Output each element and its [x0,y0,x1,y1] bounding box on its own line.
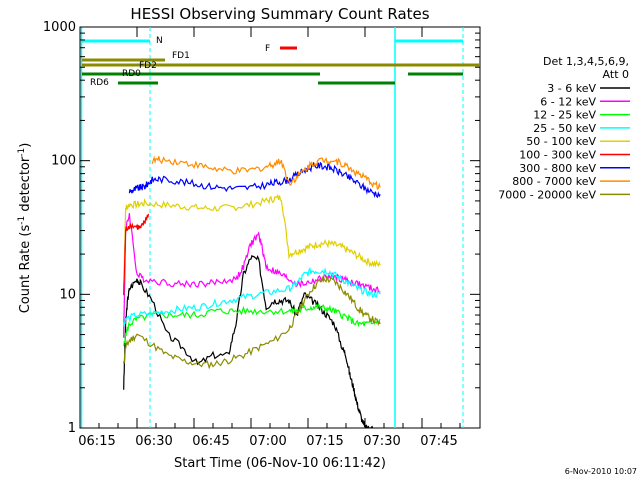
legend-label: 300 - 800 keV [519,162,596,175]
bar-F-label: F [265,44,270,54]
eclipse-lines [80,27,464,428]
x-tick-label: 06:45 [192,434,229,449]
x-tick-label: 07:30 [363,434,400,449]
series-line-8 [123,274,381,370]
x-axis-label: Start Time (06-Nov-10 06:11:42) [174,456,386,471]
y-tick-label: 100 [51,154,76,169]
y-axis-label-mid: detector [18,156,33,216]
legend-label: 7000 - 20000 keV [498,188,596,201]
y-axis-label-main: Count Rate (s [18,225,33,314]
series-line-5 [123,213,149,296]
series-line-4 [123,194,381,294]
series-line-6 [128,161,381,199]
x-tick-label: 07:15 [306,434,343,449]
legend-label: 25 - 50 keV [533,122,596,135]
series-layer [123,155,381,428]
x-tick-label: 06:30 [135,434,172,449]
y-axis-label-sup2: -1 [17,148,27,157]
y-tick-label: 1000 [43,20,76,35]
y-tick-label: 10 [59,287,76,302]
bar-RD0-label: RD0 [122,69,141,79]
legend-label: 6 - 12 keV [540,95,596,108]
legend-label: 100 - 300 keV [519,149,596,162]
bar-FD2-label: FD2 [139,61,157,71]
y-axis: 1 10 100 1000 [43,20,480,436]
y-axis-label-sup1: -1 [17,216,27,225]
chart-title: HESSI Observing Summary Count Rates [130,5,429,23]
bar-FD1-label: FD1 [172,51,190,61]
series-line-1 [123,213,381,338]
y-tick-label: 1 [68,421,76,436]
legend-title-line1: Det 1,3,4,5,6,9, [543,55,629,68]
series-line-2 [123,303,381,346]
legend-label: 3 - 6 keV [547,82,596,95]
series-line-0 [123,254,374,428]
legend-title-line2: Att 0 [603,68,629,81]
footer-timestamp: 6-Nov-2010 10:07 [565,467,637,476]
series-line-7 [151,155,381,191]
bar-N-label: N [156,36,163,46]
legend-label: 50 - 100 keV [526,135,596,148]
x-tick-label: 07:00 [249,434,286,449]
bar-RD6-label: RD6 [90,78,109,88]
legend-label: 12 - 25 keV [533,109,596,122]
legend-label: 800 - 7000 keV [512,175,596,188]
series-line-3 [123,266,381,327]
x-tick-label: 06:15 [78,434,115,449]
x-axis: 06:15 06:30 06:45 07:00 07:15 07:30 07:45 [78,27,461,449]
plot-frame [79,26,481,429]
x-tick-label: 07:45 [420,434,457,449]
y-axis-label-end: ) [18,143,33,148]
plot-area [79,26,481,429]
y-axis-label: Count Rate (s-1 detector-1) [17,143,33,314]
